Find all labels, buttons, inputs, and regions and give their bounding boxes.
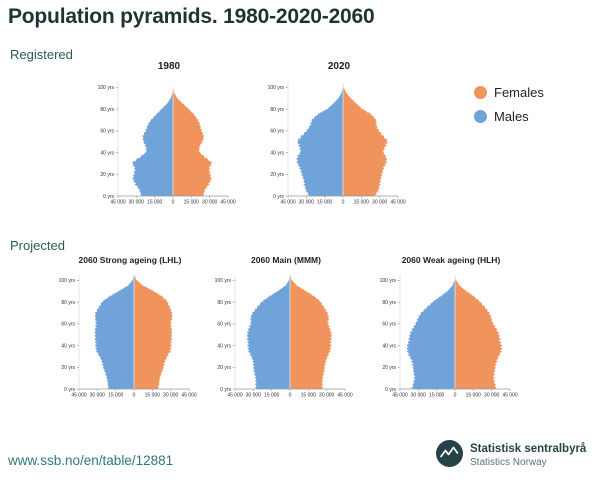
svg-text:60 yrs: 60 yrs (382, 322, 396, 328)
svg-text:45 000: 45 000 (502, 393, 518, 399)
svg-text:0 yrs: 0 yrs (220, 387, 231, 393)
pyramid-plot-2060-hlh: 0 yrs 20 yrs 40 yrs 60 yrs 80 yrs 100 yrs 45 0… (380, 275, 518, 399)
pyramid-plot-1980: 0 yrs 20 yrs 40 yrs 60 yrs 80 yrs 100 yrs 45 0… (98, 82, 236, 206)
svg-text:15 000: 15 000 (429, 393, 445, 399)
org-name: Statistisk sentralbyrå (470, 443, 587, 455)
pyramid-chart-2020: 2020 0 yrs 20 yrs 40 yrs 60 yrs 80 yrs 100 yr… (254, 61, 410, 212)
ssb-logo: Statistisk sentralbyrå Statistics Norway (436, 440, 586, 469)
svg-text:15 000: 15 000 (108, 393, 124, 399)
svg-text:100 yrs: 100 yrs (215, 278, 232, 284)
svg-text:0: 0 (454, 393, 457, 399)
svg-text:45 000: 45 000 (392, 393, 408, 399)
females-swatch (474, 86, 487, 99)
svg-text:20 yrs: 20 yrs (61, 365, 75, 371)
svg-text:30 000: 30 000 (484, 393, 500, 399)
svg-text:15 000: 15 000 (301, 393, 317, 399)
svg-text:30 000: 30 000 (90, 393, 106, 399)
section-label-projected: Projected (10, 238, 65, 253)
svg-text:0: 0 (133, 393, 136, 399)
svg-text:45 000: 45 000 (71, 393, 87, 399)
source-link[interactable]: www.ssb.no/en/table/12881 (8, 453, 174, 468)
svg-text:100 yrs: 100 yrs (59, 278, 76, 284)
svg-text:30 000: 30 000 (129, 200, 145, 206)
svg-text:100 yrs: 100 yrs (380, 278, 397, 284)
svg-text:0: 0 (289, 393, 292, 399)
ssb-logo-icon (436, 440, 463, 467)
chart-title-2060-mmm: 2060 Main (MMM) (251, 255, 321, 265)
svg-text:0 yrs: 0 yrs (103, 194, 114, 200)
svg-text:0: 0 (342, 200, 345, 206)
svg-text:0: 0 (172, 200, 175, 206)
svg-text:45 000: 45 000 (227, 393, 243, 399)
svg-text:60 yrs: 60 yrs (100, 129, 114, 135)
svg-text:80 yrs: 80 yrs (382, 300, 396, 306)
svg-text:40 yrs: 40 yrs (217, 343, 231, 349)
svg-text:45 000: 45 000 (110, 200, 126, 206)
svg-text:100 yrs: 100 yrs (268, 85, 285, 91)
legend-item-males: Males (474, 109, 544, 124)
svg-text:45 000: 45 000 (390, 200, 406, 206)
svg-text:80 yrs: 80 yrs (100, 107, 114, 113)
org-name-en: Statistics Norway (470, 457, 547, 469)
svg-text:20 yrs: 20 yrs (217, 365, 231, 371)
svg-text:60 yrs: 60 yrs (61, 322, 75, 328)
svg-text:15 000: 15 000 (466, 393, 482, 399)
svg-text:80 yrs: 80 yrs (61, 300, 75, 306)
svg-text:40 yrs: 40 yrs (270, 150, 284, 156)
svg-text:15 000: 15 000 (317, 200, 333, 206)
pyramid-plot-2060-mmm: 0 yrs 20 yrs 40 yrs 60 yrs 80 yrs 100 yrs 45 0… (215, 275, 353, 399)
ssb-logo-text: Statistisk sentralbyrå Statistics Norway (470, 440, 586, 469)
svg-text:30 000: 30 000 (202, 200, 218, 206)
svg-text:0 yrs: 0 yrs (385, 387, 396, 393)
svg-text:15 000: 15 000 (264, 393, 280, 399)
pyramid-plot-2060-lhl: 0 yrs 20 yrs 40 yrs 60 yrs 80 yrs 100 yrs 45 0… (59, 275, 197, 399)
chart-title-2060-hlh: 2060 Weak ageing (HLH) (401, 255, 501, 265)
svg-text:80 yrs: 80 yrs (270, 107, 284, 113)
pyramid-chart-2060-main: 2060 Main (MMM) 0 yrs 20 yrs 40 yrs 60 yrs 8… (201, 255, 357, 405)
pyramid-chart-2060-strong-ageing: 2060 Strong ageing (LHL) 0 yrs 20 yrs 40 y… (45, 255, 201, 405)
svg-text:30 000: 30 000 (299, 200, 315, 206)
legend-label-females: Females (494, 85, 544, 100)
chart-title-2020: 2020 (327, 61, 351, 72)
svg-text:60 yrs: 60 yrs (270, 129, 284, 135)
svg-text:0 yrs: 0 yrs (273, 194, 284, 200)
legend-item-females: Females (474, 85, 544, 100)
svg-text:15 000: 15 000 (184, 200, 200, 206)
svg-text:15 000: 15 000 (147, 200, 163, 206)
pyramid-chart-1980: 1980 0 yrs 20 yrs 40 yrs 60 yrs 80 yrs 100 yr… (84, 61, 240, 212)
svg-text:100 yrs: 100 yrs (98, 85, 115, 91)
svg-text:45 000: 45 000 (220, 200, 236, 206)
pyramid-plot-2020: 0 yrs 20 yrs 40 yrs 60 yrs 80 yrs 100 yrs 45 0… (268, 82, 406, 206)
svg-text:30 000: 30 000 (372, 200, 388, 206)
svg-text:60 yrs: 60 yrs (217, 322, 231, 328)
svg-text:20 yrs: 20 yrs (382, 365, 396, 371)
section-label-registered: Registered (10, 47, 73, 62)
svg-text:20 yrs: 20 yrs (270, 172, 284, 178)
svg-text:30 000: 30 000 (411, 393, 427, 399)
svg-text:40 yrs: 40 yrs (382, 343, 396, 349)
svg-text:30 000: 30 000 (319, 393, 335, 399)
svg-text:0 yrs: 0 yrs (64, 387, 75, 393)
page-title: Population pyramids. 1980-2020-2060 (8, 5, 375, 28)
svg-text:40 yrs: 40 yrs (61, 343, 75, 349)
svg-text:15 000: 15 000 (354, 200, 370, 206)
legend-label-males: Males (494, 109, 529, 124)
pyramid-chart-2060-weak-ageing: 2060 Weak ageing (HLH) 0 yrs 20 yrs 40 yrs… (366, 255, 522, 405)
males-swatch (474, 110, 487, 123)
svg-text:45 000: 45 000 (337, 393, 353, 399)
chart-title-1980: 1980 (157, 61, 181, 72)
legend: Females Males (474, 85, 544, 124)
svg-text:45 000: 45 000 (280, 200, 296, 206)
svg-text:40 yrs: 40 yrs (100, 150, 114, 156)
svg-text:30 000: 30 000 (163, 393, 179, 399)
svg-text:15 000: 15 000 (145, 393, 161, 399)
svg-text:80 yrs: 80 yrs (217, 300, 231, 306)
chart-title-2060-lhl: 2060 Strong ageing (LHL) (78, 255, 182, 265)
svg-text:45 000: 45 000 (181, 393, 197, 399)
svg-text:30 000: 30 000 (246, 393, 262, 399)
svg-text:20 yrs: 20 yrs (100, 172, 114, 178)
